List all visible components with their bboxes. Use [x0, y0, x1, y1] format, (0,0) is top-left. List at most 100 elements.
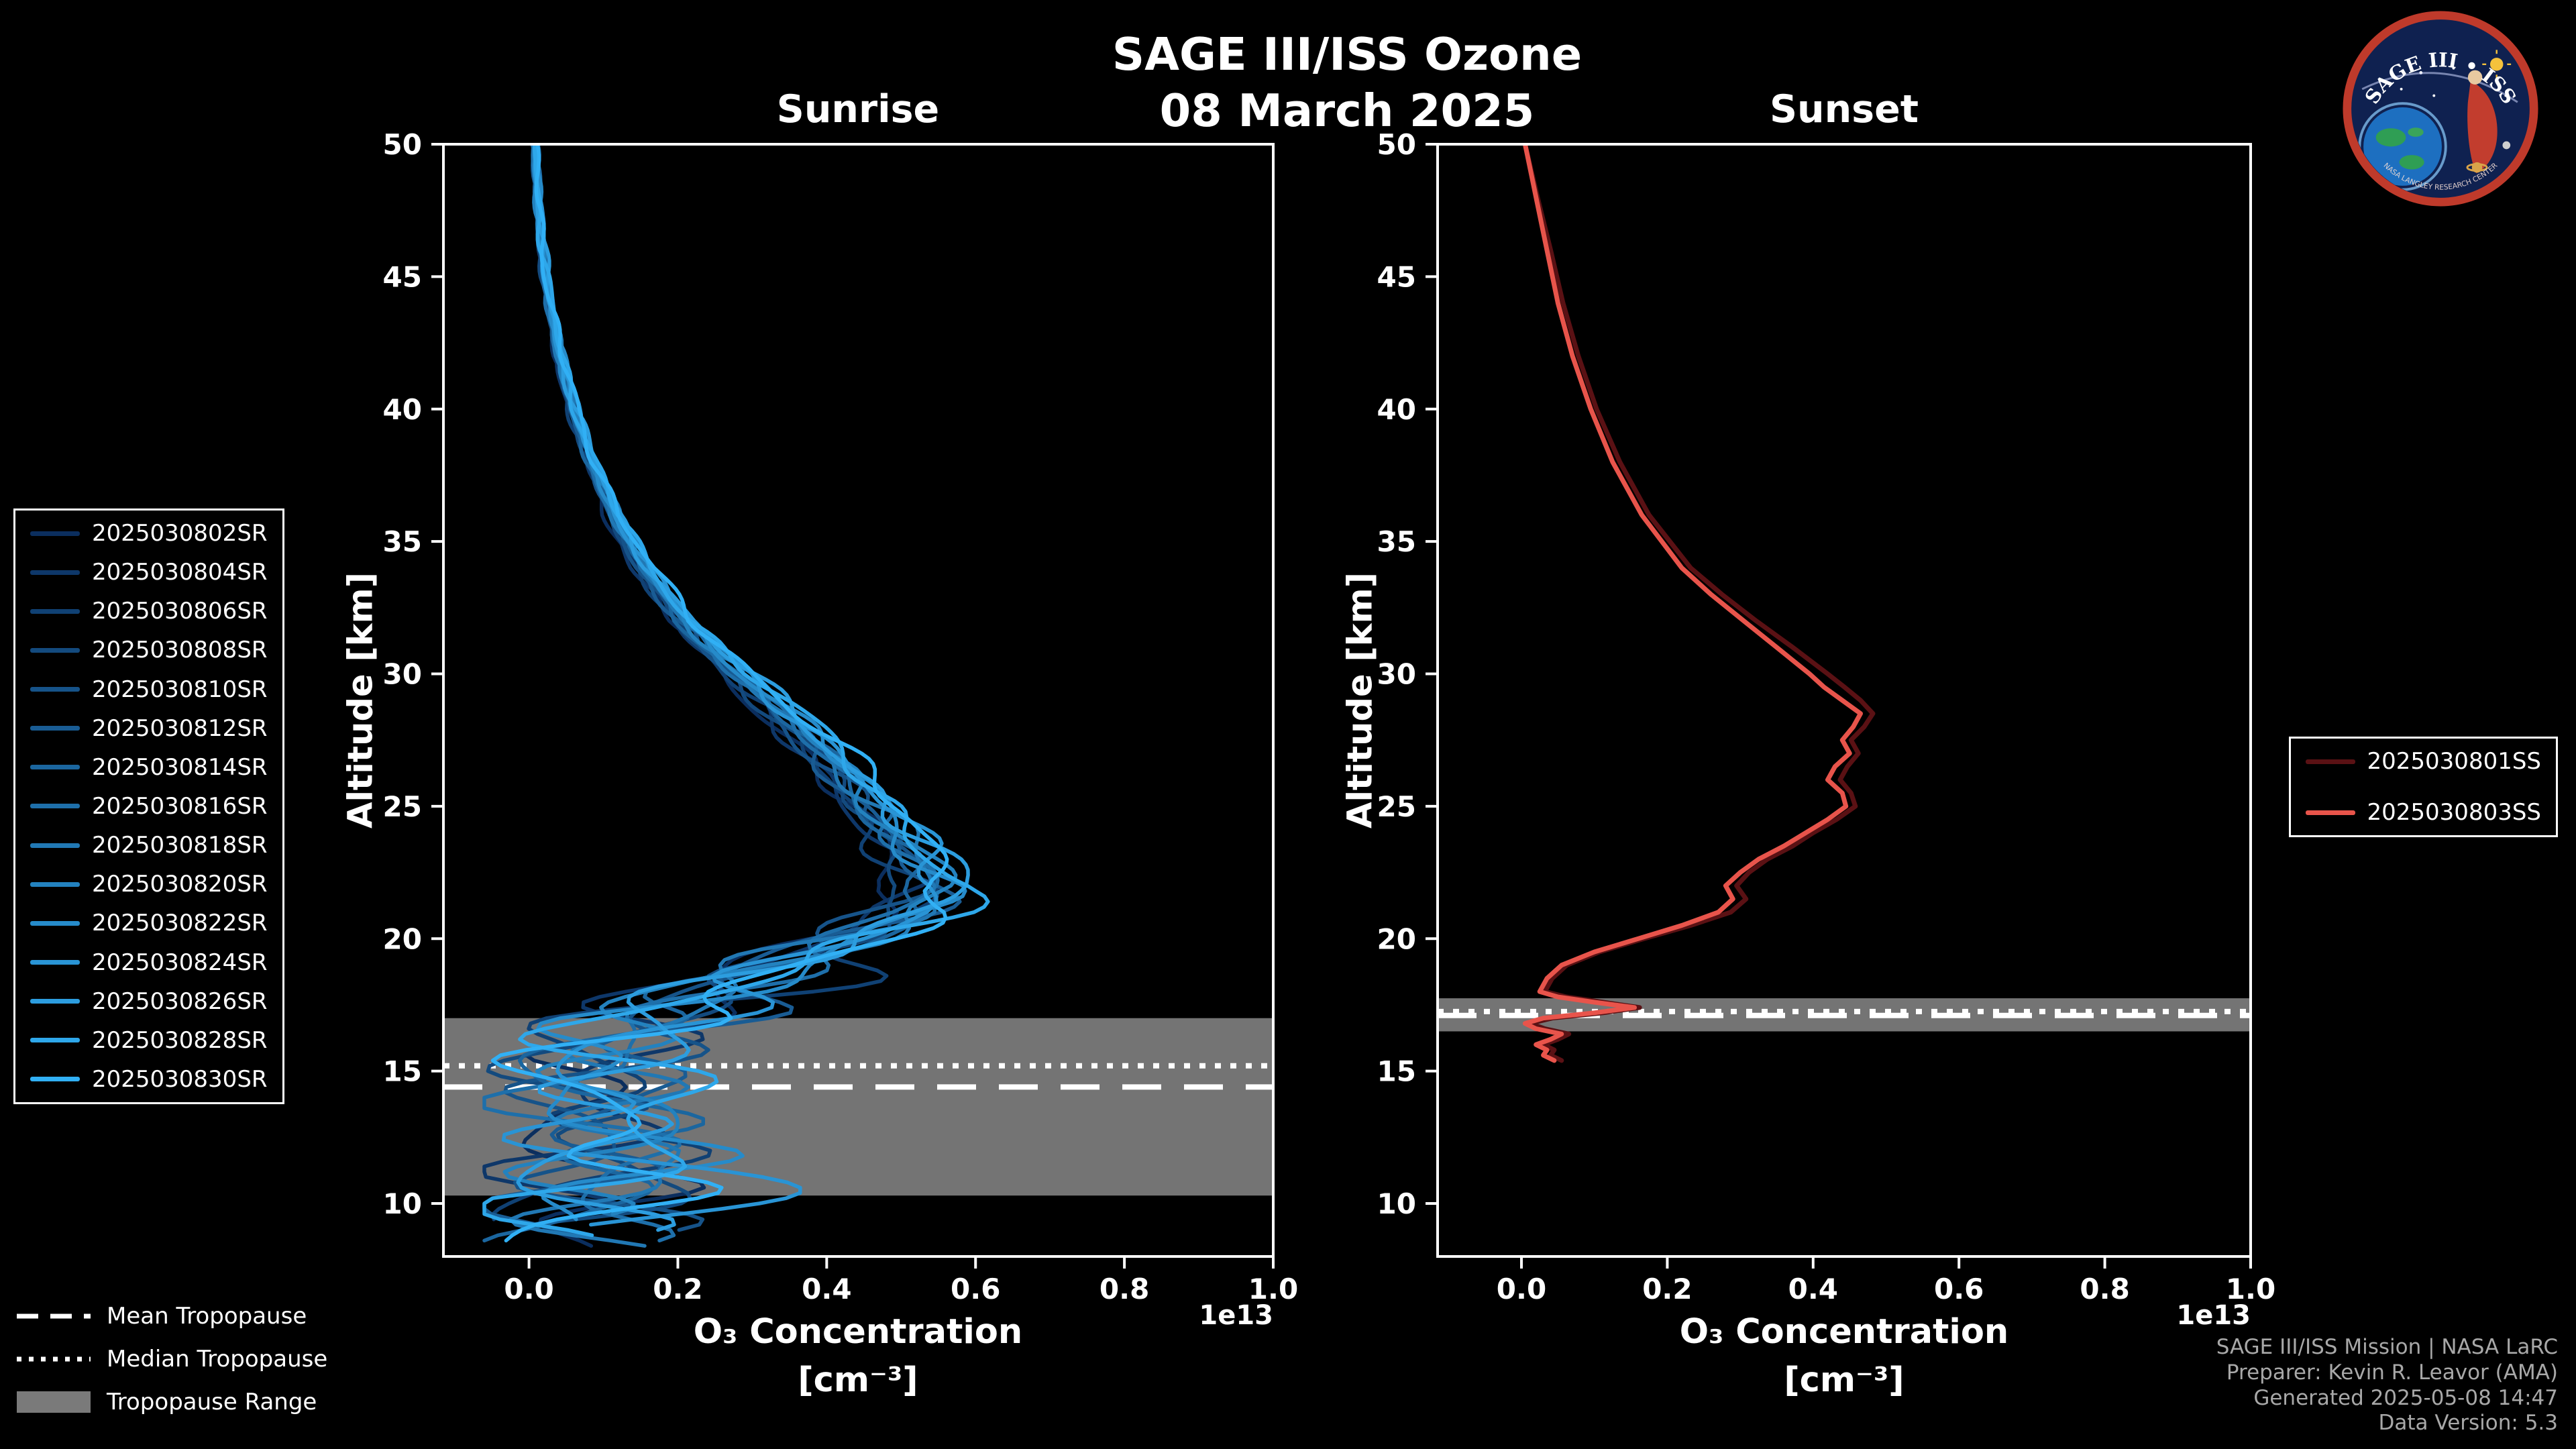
legend-item: 2025030808SR	[30, 637, 268, 663]
y-tick-label: 15	[383, 1055, 422, 1088]
profile-line-2025030801SS	[1522, 144, 1876, 1063]
figure-title: SAGE III/ISS Ozone	[1112, 28, 1582, 80]
legend-item: 2025030803SS	[2305, 799, 2541, 826]
legend-item-label: 2025030816SR	[92, 792, 268, 820]
legend-item: 2025030806SR	[30, 598, 268, 625]
sunrise-legend: 2025030802SR 2025030804SR 2025030806SR 2025…	[13, 508, 284, 1104]
profile-line-2025030803SS	[1522, 144, 1863, 1063]
legend-line-sample	[30, 531, 80, 536]
y-tick-label: 10	[1377, 1187, 1416, 1220]
y-tick-label: 50	[1377, 128, 1416, 161]
legend-line-sample	[30, 726, 80, 731]
x-tick-label: 0.0	[1497, 1273, 1546, 1305]
legend-item-label: 2025030806SR	[92, 598, 268, 625]
x-label-line2: [cm⁻³]	[798, 1360, 918, 1401]
footer-line: SAGE III/ISS Mission | NASA LaRC	[2216, 1335, 2558, 1359]
legend-line-sample	[30, 570, 80, 575]
x-tick-label: 0.8	[2080, 1273, 2129, 1305]
legend-line-sample	[30, 765, 80, 770]
profile-line-2025030830SR	[490, 144, 949, 1243]
x-tick-label: 0.4	[802, 1273, 851, 1305]
x-tick-label: 0.6	[951, 1273, 1000, 1305]
x-label-line1: O₃ Concentration	[1679, 1312, 2009, 1352]
panel-sunset: 0.0 0.2 0.4 0.6 0.8 1.0 10 15 20 25 30 35 40 45 50	[1377, 128, 2276, 1305]
legend-item-label: Tropopause Range	[107, 1389, 317, 1415]
legend-item: 2025030828SR	[30, 1027, 268, 1054]
y-tick-label: 40	[383, 393, 422, 426]
dashed-line-sample	[17, 1313, 91, 1319]
sunrise-y-axis-label: Altitude [km]	[341, 572, 381, 829]
x-tick-label: 0.6	[1934, 1273, 1984, 1305]
legend-item-label: 2025030803SS	[2367, 799, 2541, 826]
earth	[2363, 107, 2442, 186]
sunset-x-axis-label: O₃ Concentration [cm⁻³]	[1680, 1308, 2009, 1405]
legend-item-label: Mean Tropopause	[107, 1303, 307, 1330]
orbit-line	[2361, 72, 2518, 103]
sunrise-axis-offset-text: 1e13	[1199, 1300, 1273, 1331]
footer-line: Preparer: Kevin R. Leavor (AMA)	[2226, 1360, 2558, 1385]
sun	[2489, 58, 2504, 71]
legend-item-label: 2025030812SR	[92, 714, 268, 742]
sunset-legend: 2025030801SS 2025030803SS	[2288, 737, 2558, 837]
sunrise-panel-title: Sunrise	[776, 87, 940, 131]
legend-item-label: 2025030802SR	[92, 520, 268, 547]
x-tick-label: 0.2	[1642, 1273, 1692, 1305]
legend-item-label: 2025030818SR	[92, 832, 268, 859]
tropopause-legend: Mean Tropopause Median Tropopause Tropop…	[17, 1303, 327, 1415]
legend-item-tropopause-range: Tropopause Range	[17, 1389, 327, 1415]
footer-credits: SAGE III/ISS Mission | NASA LaRC Prepare…	[2216, 1335, 2558, 1436]
x-label-line1: O₃ Concentration	[693, 1312, 1023, 1352]
x-tick-label: 0.2	[653, 1273, 702, 1305]
y-tick-label: 35	[1377, 525, 1416, 558]
sunset-panel-title: Sunset	[1769, 87, 1919, 131]
legend-item: 2025030804SR	[30, 559, 268, 586]
figure-title-block: SAGE III/ISS Ozone 08 March 2025	[1112, 27, 1582, 140]
legend-item-label: 2025030828SR	[92, 1026, 268, 1054]
range-patch-sample	[17, 1391, 91, 1413]
y-tick-label: 45	[383, 260, 422, 293]
legend-item: 2025030830SR	[30, 1066, 268, 1093]
y-tick-label: 25	[1377, 790, 1416, 823]
x-label-line2: [cm⁻³]	[1784, 1360, 1904, 1401]
legend-item-label: 2025030822SR	[92, 910, 268, 937]
legend-line-sample	[30, 1077, 80, 1082]
legend-item-label: 2025030808SR	[92, 637, 268, 664]
legend-item: 2025030820SR	[30, 871, 268, 898]
y-tick-label: 40	[1377, 393, 1416, 426]
sunset-y-axis-label: Altitude [km]	[1340, 572, 1381, 829]
legend-item-label: 2025030801SS	[2367, 748, 2541, 775]
legend-line-sample	[30, 1038, 80, 1043]
legend-line-sample	[30, 804, 80, 809]
legend-item-median-tropopause: Median Tropopause	[17, 1346, 327, 1373]
legend-item: 2025030822SR	[30, 910, 268, 936]
axes-frame	[1436, 143, 2252, 1258]
sage-iss-logo: SAGE III • ISS NASA LANGLEY RESEARCH CEN…	[2343, 11, 2538, 207]
legend-item: 2025030814SR	[30, 754, 268, 781]
y-tick-label: 25	[383, 790, 422, 823]
x-tick-label: 1.0	[1248, 1273, 1298, 1305]
profile-line-2025030822SR	[533, 144, 967, 1222]
legend-item: 2025030802SR	[30, 520, 268, 547]
figure-date: 08 March 2025	[1159, 84, 1535, 137]
legend-line-sample	[30, 881, 80, 887]
y-tick-label: 35	[383, 525, 422, 558]
legend-line-sample	[30, 999, 80, 1004]
x-tick-label: 1.0	[2226, 1273, 2275, 1305]
legend-item-mean-tropopause: Mean Tropopause	[17, 1303, 327, 1330]
y-tick-label: 30	[1377, 658, 1416, 691]
y-tick-label: 30	[383, 658, 422, 691]
legend-item-label: 2025030820SR	[92, 871, 268, 898]
logo-artwork	[2358, 50, 2518, 191]
y-tick-label: 50	[383, 128, 422, 161]
legend-line-sample	[30, 647, 80, 653]
robed-figure	[2467, 81, 2498, 174]
legend-item-label: 2025030810SR	[92, 676, 268, 703]
legend-item-label: Median Tropopause	[107, 1346, 328, 1373]
legend-line-sample	[2305, 759, 2355, 764]
y-tick-label: 15	[1377, 1055, 1416, 1088]
x-tick-label: 0.0	[504, 1273, 553, 1305]
x-tick-label: 0.4	[1788, 1273, 1838, 1305]
y-tick-label: 20	[1377, 922, 1416, 955]
